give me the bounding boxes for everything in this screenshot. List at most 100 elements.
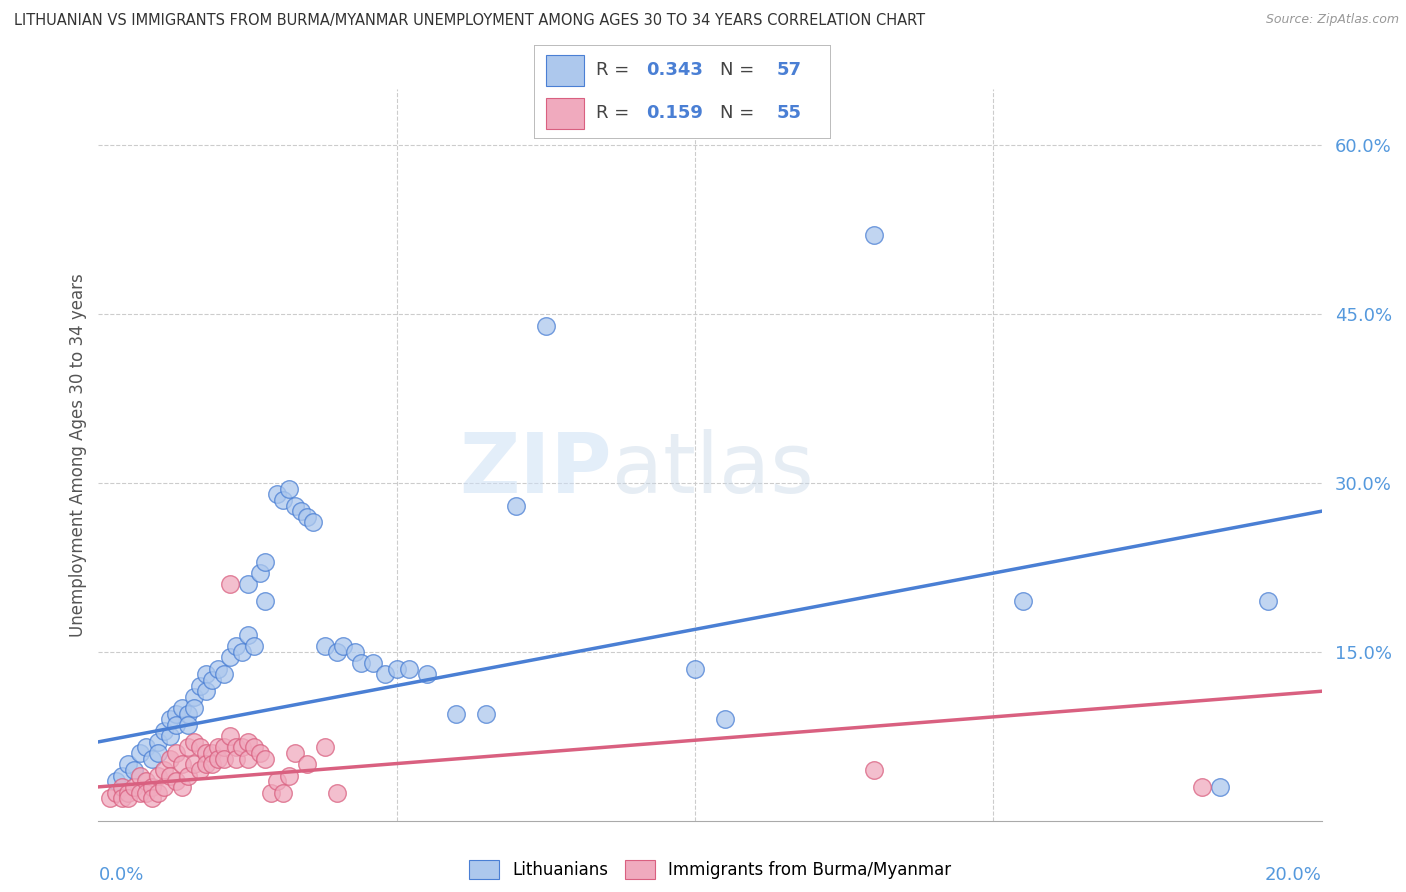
Point xyxy=(242,740,264,755)
Point xyxy=(146,746,169,760)
Text: R =: R = xyxy=(596,62,636,79)
Point xyxy=(231,740,253,755)
Point xyxy=(122,763,145,777)
Point xyxy=(302,516,325,530)
Point xyxy=(236,577,259,591)
Point xyxy=(111,791,134,805)
Point xyxy=(165,706,187,721)
Point xyxy=(297,509,319,524)
Point xyxy=(159,752,181,766)
Point xyxy=(153,763,176,777)
Point xyxy=(1209,780,1232,794)
Point xyxy=(117,785,139,799)
Point xyxy=(129,746,152,760)
Point xyxy=(475,706,498,721)
Point xyxy=(284,499,307,513)
Point xyxy=(350,656,373,670)
Point xyxy=(201,757,224,772)
Point xyxy=(135,785,157,799)
Point xyxy=(183,690,205,704)
Point xyxy=(218,650,240,665)
Point xyxy=(505,499,527,513)
Point xyxy=(129,769,152,783)
Point xyxy=(361,656,384,670)
Point xyxy=(188,679,211,693)
Text: 0.0%: 0.0% xyxy=(98,865,143,884)
Point xyxy=(194,667,217,681)
Point xyxy=(159,729,181,743)
Point xyxy=(212,740,235,755)
Point xyxy=(266,774,288,789)
Point xyxy=(714,712,737,726)
Point xyxy=(153,780,176,794)
Point xyxy=(446,706,468,721)
Point xyxy=(111,780,134,794)
Point xyxy=(254,555,277,569)
Point xyxy=(98,791,121,805)
Point xyxy=(231,645,253,659)
Point xyxy=(297,757,319,772)
Point xyxy=(242,639,264,653)
Text: N =: N = xyxy=(720,62,761,79)
Point xyxy=(534,318,557,333)
Text: 20.0%: 20.0% xyxy=(1265,865,1322,884)
Point xyxy=(170,757,193,772)
Point xyxy=(385,662,408,676)
Point xyxy=(146,785,169,799)
Point xyxy=(165,746,187,760)
Point xyxy=(260,785,283,799)
Point xyxy=(273,492,295,507)
Point xyxy=(194,746,217,760)
Point xyxy=(398,662,420,676)
Point xyxy=(165,718,187,732)
Bar xyxy=(546,98,585,129)
Point xyxy=(141,752,163,766)
Text: N =: N = xyxy=(720,103,761,121)
Point xyxy=(225,752,247,766)
Point xyxy=(141,791,163,805)
Point xyxy=(135,740,157,755)
Point xyxy=(343,645,366,659)
Point xyxy=(122,780,145,794)
Point xyxy=(278,482,301,496)
Point xyxy=(314,740,336,755)
Point xyxy=(863,763,886,777)
Point xyxy=(177,706,200,721)
Point xyxy=(326,785,349,799)
Point xyxy=(159,712,181,726)
Point xyxy=(683,662,706,676)
Text: Source: ZipAtlas.com: Source: ZipAtlas.com xyxy=(1265,13,1399,27)
Point xyxy=(326,645,349,659)
Point xyxy=(236,735,259,749)
Point xyxy=(105,774,128,789)
Text: 0.343: 0.343 xyxy=(647,62,703,79)
Legend: Lithuanians, Immigrants from Burma/Myanmar: Lithuanians, Immigrants from Burma/Myanm… xyxy=(463,853,957,886)
Point xyxy=(111,769,134,783)
Point xyxy=(188,763,211,777)
Point xyxy=(254,752,277,766)
Point xyxy=(194,757,217,772)
Text: LITHUANIAN VS IMMIGRANTS FROM BURMA/MYANMAR UNEMPLOYMENT AMONG AGES 30 TO 34 YEA: LITHUANIAN VS IMMIGRANTS FROM BURMA/MYAN… xyxy=(14,13,925,29)
Point xyxy=(201,673,224,687)
Text: 0.159: 0.159 xyxy=(647,103,703,121)
Point xyxy=(278,769,301,783)
Text: 57: 57 xyxy=(776,62,801,79)
Point xyxy=(212,667,235,681)
Point xyxy=(141,780,163,794)
Point xyxy=(290,504,312,518)
Point xyxy=(1257,594,1279,608)
Point xyxy=(1012,594,1035,608)
Point xyxy=(159,769,181,783)
Point xyxy=(207,740,229,755)
Point xyxy=(183,701,205,715)
Text: 55: 55 xyxy=(776,103,801,121)
Text: atlas: atlas xyxy=(612,429,814,510)
Point xyxy=(207,752,229,766)
Point xyxy=(146,735,169,749)
Point xyxy=(188,740,211,755)
Point xyxy=(254,594,277,608)
Point xyxy=(105,785,128,799)
Point xyxy=(177,740,200,755)
Point xyxy=(170,780,193,794)
Point xyxy=(1191,780,1213,794)
